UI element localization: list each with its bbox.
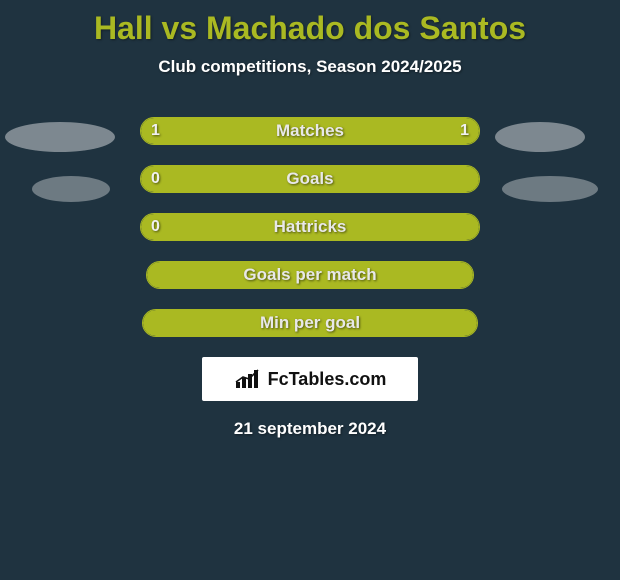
stat-label: Hattricks bbox=[274, 217, 347, 237]
stat-row: Min per goal bbox=[0, 309, 620, 337]
decorative-ellipse bbox=[495, 122, 585, 152]
decorative-ellipse bbox=[5, 122, 115, 152]
stat-value-left: 1 bbox=[151, 122, 160, 140]
stat-row: Goals per match bbox=[0, 261, 620, 289]
subtitle: Club competitions, Season 2024/2025 bbox=[0, 57, 620, 77]
page-title: Hall vs Machado dos Santos bbox=[0, 0, 620, 47]
stat-bar: Hattricks 0 bbox=[140, 213, 480, 241]
stat-value-right: 1 bbox=[460, 122, 469, 140]
stat-value-left: 0 bbox=[151, 170, 160, 188]
stat-label: Goals per match bbox=[243, 265, 376, 285]
stat-label: Goals bbox=[286, 169, 333, 189]
stat-bar: Matches 1 1 bbox=[140, 117, 480, 145]
stat-bar: Min per goal bbox=[142, 309, 478, 337]
stat-row: Hattricks 0 bbox=[0, 213, 620, 241]
decorative-ellipse bbox=[502, 176, 598, 202]
stat-label: Min per goal bbox=[260, 313, 360, 333]
stat-value-left: 0 bbox=[151, 218, 160, 236]
logo-box: FcTables.com bbox=[202, 357, 418, 401]
logo-text: FcTables.com bbox=[268, 369, 387, 390]
stat-bar: Goals per match bbox=[146, 261, 474, 289]
decorative-ellipse bbox=[32, 176, 110, 202]
date-text: 21 september 2024 bbox=[0, 419, 620, 439]
logo-bars-icon bbox=[234, 368, 262, 390]
stat-bar: Goals 0 bbox=[140, 165, 480, 193]
stat-label: Matches bbox=[276, 121, 344, 141]
